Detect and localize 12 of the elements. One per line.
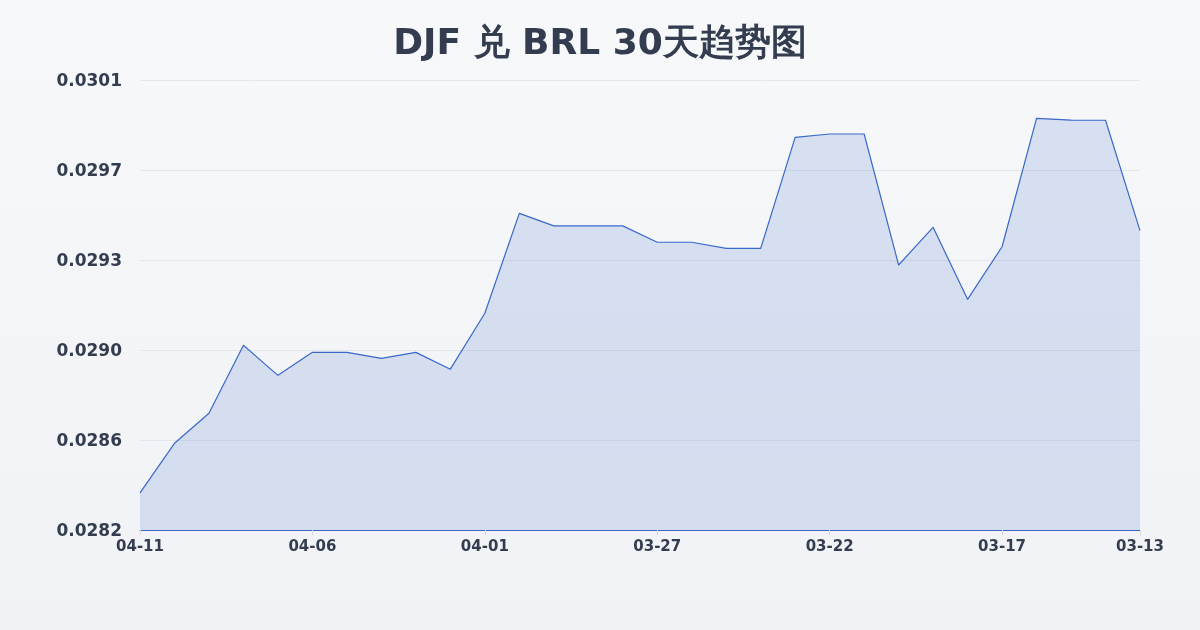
x-tick-label: 04-06 (288, 536, 337, 555)
y-tick-label: 0.0286 (56, 430, 122, 450)
x-tick-label: 04-01 (460, 536, 509, 555)
x-tick-label: 03-27 (633, 536, 682, 555)
x-tick-label: 03-13 (1116, 536, 1164, 555)
y-tick-label: 0.0290 (56, 340, 123, 360)
x-tick-label: 03-17 (978, 536, 1027, 555)
x-tick-label: 03-22 (805, 536, 854, 555)
chart-title: DJF 兑 BRL 30天趋势图 (393, 20, 807, 62)
y-tick-label: 0.0293 (56, 250, 122, 270)
y-tick-label: 0.0297 (56, 160, 122, 180)
y-tick-label: 0.0301 (56, 70, 122, 90)
